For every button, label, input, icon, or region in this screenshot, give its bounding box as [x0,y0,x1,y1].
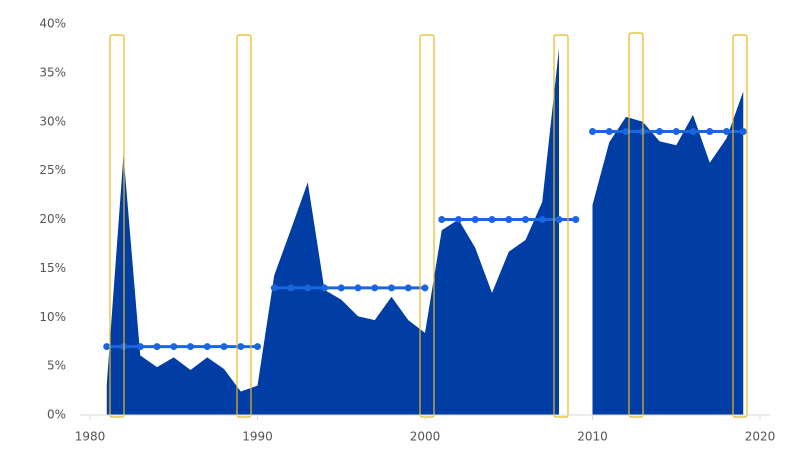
highlight-box [236,34,252,418]
average-point [555,216,563,223]
average-point [203,343,211,351]
y-tick-label: 15% [39,261,66,275]
average-point [136,343,144,351]
y-tick-label: 20% [39,212,66,226]
highlight-box [109,34,125,418]
average-point [187,343,194,351]
average-point [706,128,714,136]
average-point [237,343,245,351]
highlight-box [553,34,569,418]
average-point [371,284,379,292]
y-tick-label: 0% [47,408,66,422]
average-point [438,216,446,223]
highlight-box [732,34,748,418]
average-point [672,128,680,136]
average-point [455,216,462,223]
average-point [589,128,596,136]
average-point [689,128,697,136]
average-point [605,128,613,136]
average-point [739,128,747,136]
average-point [170,343,178,351]
average-point [337,284,345,292]
average-point [471,216,479,223]
average-point [103,343,111,351]
average-point [404,284,412,292]
average-point [488,216,496,223]
x-tick-label: 2010 [577,430,608,444]
average-point [220,343,228,351]
y-tick-label: 10% [39,310,66,324]
average-point [254,343,261,351]
x-tick-label: 1980 [75,430,106,444]
highlight-box [628,32,644,418]
average-point [572,216,580,223]
area [106,48,744,415]
average-point [388,284,395,292]
y-tick-label: 35% [39,65,66,79]
average-point [421,284,429,292]
average-point [505,216,513,223]
x-tick-label: 1990 [242,430,273,444]
average-point [354,284,362,292]
y-tick-label: 5% [47,359,66,373]
x-tick-label: 2000 [410,430,441,444]
average-point [270,284,278,292]
average-point [287,284,295,292]
average-point [321,284,328,292]
y-tick-label: 40% [39,17,66,31]
average-point [522,216,529,223]
average-point [656,128,663,136]
area-layer [106,48,744,415]
x-tick-label: 2020 [745,430,776,444]
average-layer [103,128,747,351]
average-point [304,284,312,292]
highlight-box [419,34,435,418]
average-point [622,128,630,136]
y-tick-label: 25% [39,163,66,177]
y-tick-label: 30% [39,114,66,128]
highlight-boxes [109,32,748,418]
average-point [723,128,730,136]
average-point [153,343,161,351]
average-point [538,216,546,223]
